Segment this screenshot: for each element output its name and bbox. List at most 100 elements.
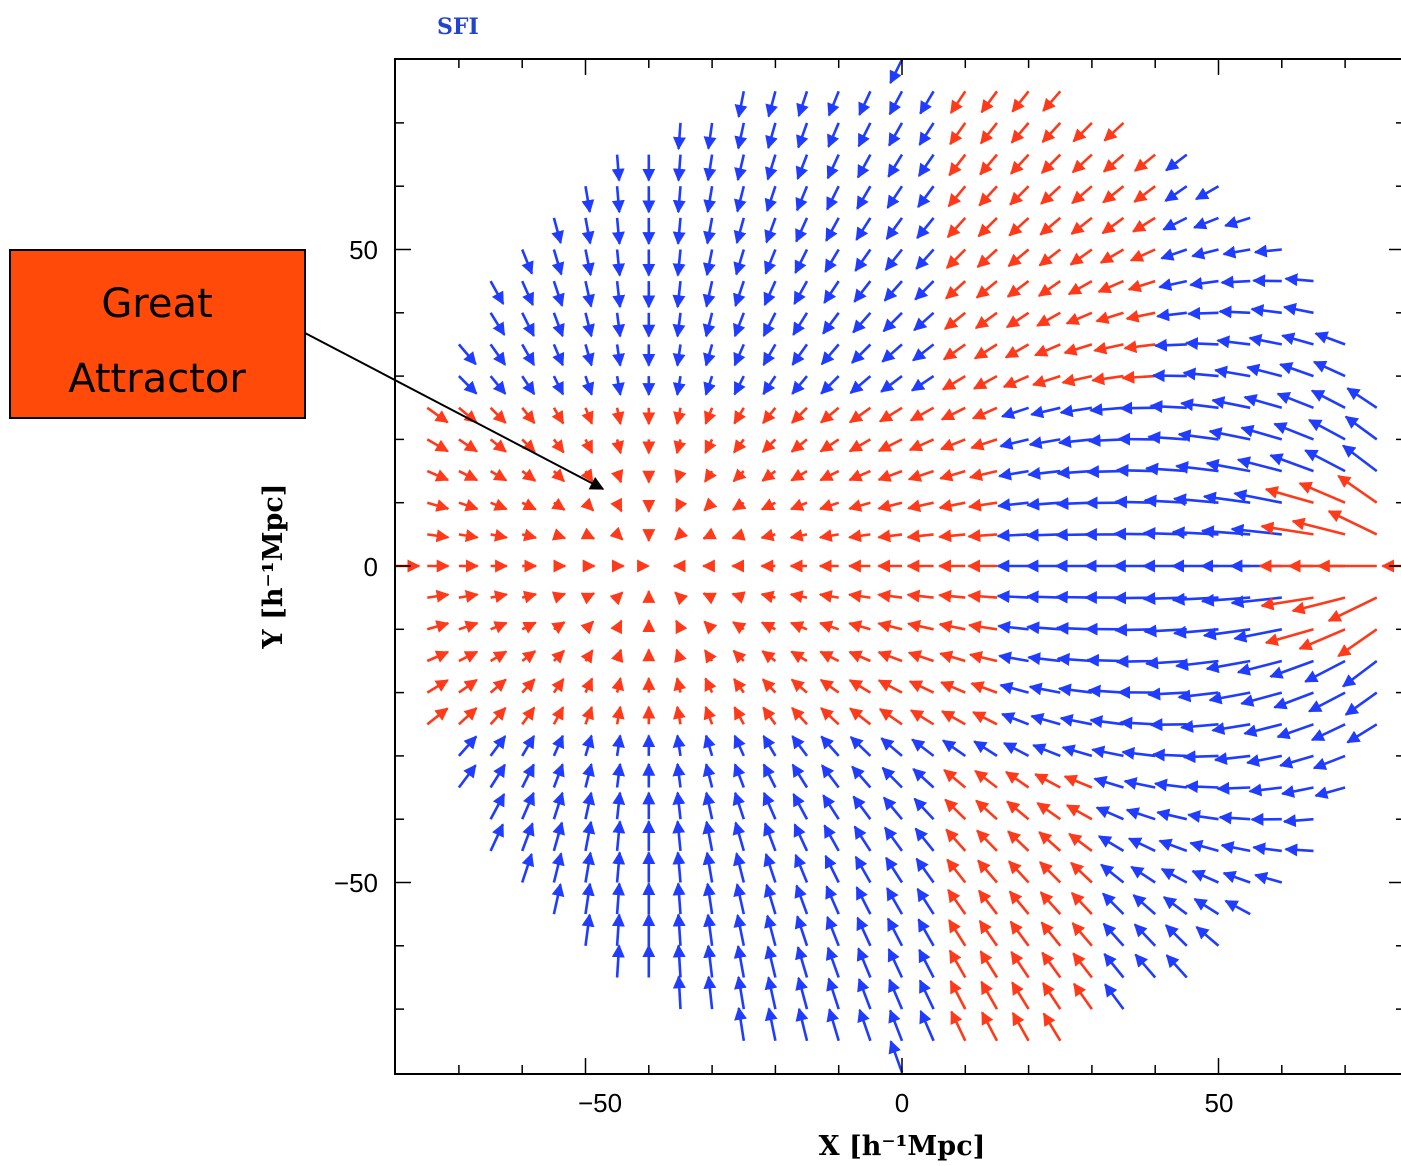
vector-arrow bbox=[852, 311, 872, 334]
vector-arrow bbox=[1337, 474, 1378, 504]
vector-arrow bbox=[1162, 216, 1188, 231]
vector-arrow bbox=[975, 280, 998, 299]
callout-box bbox=[9, 249, 306, 419]
vector-arrow bbox=[552, 280, 565, 308]
vector-arrow bbox=[581, 882, 595, 915]
vector-arrow bbox=[1248, 783, 1282, 797]
vector-arrow bbox=[854, 248, 872, 272]
vector-arrow bbox=[702, 791, 716, 820]
vector-arrow bbox=[791, 735, 809, 757]
vector-arrow bbox=[1000, 712, 1030, 726]
vector-arrow bbox=[551, 407, 565, 425]
vector-arrow bbox=[763, 280, 777, 307]
vector-arrow bbox=[762, 734, 777, 757]
vector-arrow bbox=[1057, 435, 1093, 449]
vector-arrow bbox=[703, 944, 717, 978]
vector-arrow bbox=[1291, 517, 1346, 536]
vector-arrow bbox=[1284, 843, 1314, 857]
vector-arrow bbox=[551, 677, 565, 694]
vector-arrow bbox=[703, 620, 718, 635]
vector-arrow bbox=[998, 651, 1029, 665]
vector-arrow bbox=[611, 913, 625, 946]
vector-arrow bbox=[580, 592, 596, 605]
vector-arrow bbox=[791, 375, 809, 395]
vector-arrow bbox=[996, 590, 1029, 604]
vector-arrow bbox=[1284, 273, 1314, 287]
vector-arrow bbox=[949, 122, 967, 146]
vector-arrow bbox=[822, 312, 840, 335]
vector-arrow bbox=[1298, 628, 1346, 651]
vector-arrow bbox=[791, 343, 809, 366]
vector-arrow bbox=[907, 469, 935, 482]
vector-arrow bbox=[881, 766, 903, 789]
vector-arrow bbox=[1007, 830, 1030, 852]
vector-arrow bbox=[887, 948, 904, 979]
vector-arrow bbox=[919, 1009, 935, 1042]
vector-arrow bbox=[1250, 304, 1282, 317]
vector-arrow bbox=[733, 343, 746, 367]
vector-arrow bbox=[791, 763, 809, 789]
vector-arrow bbox=[761, 438, 777, 453]
vector-arrow bbox=[673, 677, 687, 693]
vector-arrow bbox=[848, 438, 872, 453]
vector-arrow bbox=[1061, 373, 1093, 387]
vector-arrow bbox=[765, 154, 778, 181]
vector-arrow bbox=[1103, 121, 1125, 142]
vector-arrow bbox=[520, 822, 535, 852]
vector-arrow bbox=[703, 705, 716, 725]
vector-arrow bbox=[1071, 185, 1093, 205]
vector-arrow bbox=[1042, 982, 1062, 1010]
vector-arrow bbox=[1011, 981, 1030, 1010]
vector-arrow bbox=[1063, 343, 1093, 356]
vector-arrow bbox=[1093, 341, 1124, 355]
vector-arrow bbox=[945, 828, 967, 852]
vector-arrow bbox=[1059, 714, 1093, 727]
vector-arrow bbox=[853, 825, 872, 852]
vector-arrow bbox=[672, 820, 686, 852]
vector-arrow bbox=[732, 649, 747, 664]
vector-arrow bbox=[973, 343, 998, 360]
vector-arrow bbox=[826, 1008, 840, 1042]
vector-arrow bbox=[979, 122, 999, 145]
vector-arrow bbox=[970, 681, 998, 694]
vector-arrow bbox=[611, 677, 625, 693]
y-tick-label: 50 bbox=[349, 235, 378, 265]
vector-arrow bbox=[580, 620, 595, 635]
vector-arrow bbox=[906, 589, 934, 603]
vector-arrow bbox=[1193, 897, 1220, 916]
vector-arrow bbox=[733, 217, 747, 245]
great-attractor-callout: Great Attractor bbox=[9, 249, 605, 490]
vector-arrow bbox=[979, 950, 999, 979]
vector-arrow bbox=[919, 90, 935, 115]
vector-arrow bbox=[489, 312, 506, 336]
vector-arrow bbox=[907, 499, 934, 513]
vector-arrow bbox=[789, 621, 808, 634]
vector-arrow bbox=[612, 762, 626, 788]
vector-arrow bbox=[1205, 458, 1251, 473]
vector-arrow bbox=[971, 406, 998, 420]
vector-arrow bbox=[675, 497, 688, 513]
vector-arrow bbox=[974, 311, 998, 330]
vector-arrow bbox=[1070, 861, 1093, 884]
vector-arrow bbox=[822, 794, 840, 820]
vector-arrow bbox=[795, 154, 809, 181]
vector-arrow bbox=[672, 249, 686, 277]
vector-arrow bbox=[885, 217, 904, 240]
vector-arrow bbox=[1344, 691, 1378, 716]
vector-arrow bbox=[1042, 1012, 1062, 1042]
vector-arrow bbox=[819, 438, 840, 453]
vector-arrow bbox=[1243, 394, 1283, 410]
vector-arrow bbox=[795, 976, 809, 1010]
vector-arrow bbox=[1100, 863, 1125, 884]
vector-arrow bbox=[998, 467, 1029, 481]
vector-arrow bbox=[1121, 370, 1156, 384]
callout-line-1: Great bbox=[101, 281, 212, 327]
vector-arrow bbox=[490, 498, 508, 511]
vector-arrow bbox=[977, 889, 999, 915]
vector-arrow bbox=[1182, 367, 1219, 381]
vector-arrow bbox=[1027, 466, 1061, 480]
vector-arrow bbox=[827, 122, 840, 148]
vector-arrow bbox=[458, 620, 479, 633]
vector-arrow bbox=[672, 186, 686, 214]
vector-arrow bbox=[489, 468, 508, 482]
